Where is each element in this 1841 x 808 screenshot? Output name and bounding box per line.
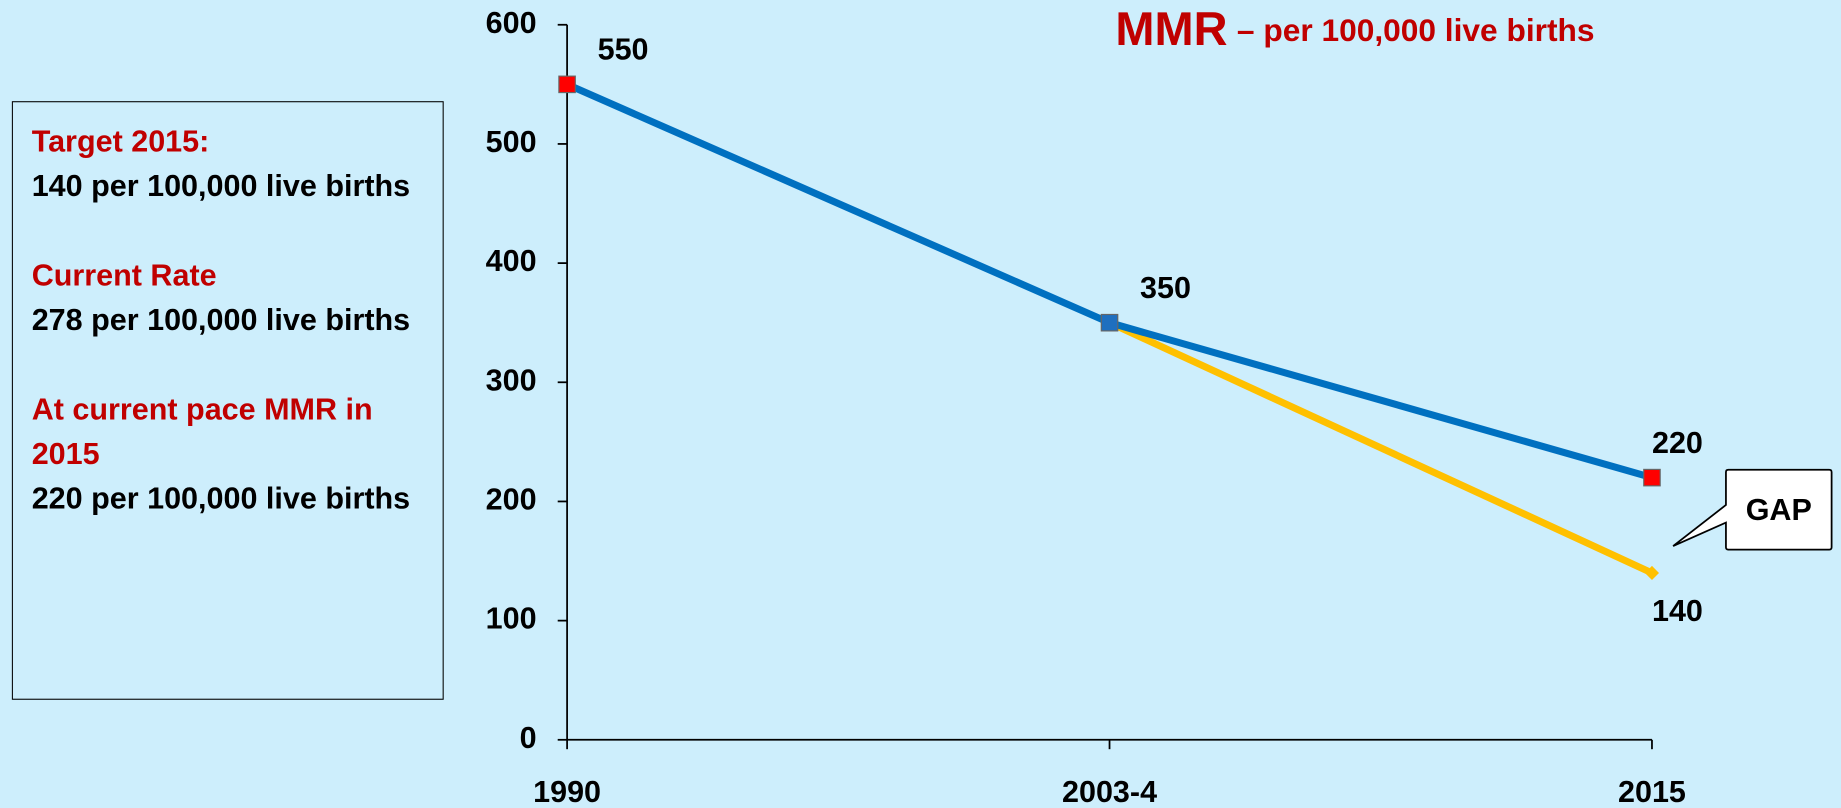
panel-item: Current Rate 278 per 100,000 live births — [32, 253, 424, 342]
panel-text: 220 per 100,000 live births — [31, 480, 411, 516]
gap-callout: GAP — [1672, 468, 1833, 551]
data-label: 350 — [1140, 271, 1191, 305]
subtitle: – per 100,000 live births — [1237, 12, 1595, 48]
y-tick-label: 100 — [486, 602, 537, 636]
y-tick-label: 600 — [486, 6, 537, 40]
y-tick-label: 200 — [486, 483, 537, 517]
panel-heading: Current Rate — [31, 257, 217, 293]
chart-title: MMR – per 100,000 live births — [1115, 2, 1594, 55]
y-tick-label: 0 — [520, 721, 537, 755]
panel-heading: Target 2015: — [31, 123, 210, 159]
data-label: 140 — [1652, 594, 1703, 628]
marker — [558, 75, 576, 94]
panel-box: Target 2015: 140 per 100,000 live births C… — [11, 101, 444, 700]
panel-item: At current pace MMR in 2015 220 per 100,0… — [32, 386, 424, 520]
panel-text: 278 per 100,000 live births — [31, 301, 411, 338]
y-tick-label: 500 — [486, 125, 537, 159]
marker — [1643, 468, 1661, 487]
panel-item: Target 2015: 140 per 100,000 live births — [32, 119, 424, 208]
x-tick-label: 2015 — [1618, 775, 1686, 808]
y-tick-label: 400 — [486, 244, 537, 278]
callout-shape — [1672, 468, 1833, 551]
info-panel: Target 2015: 140 per 100,000 live births C… — [11, 101, 444, 700]
marker — [1644, 565, 1660, 580]
marker — [1100, 313, 1119, 332]
series-line — [1108, 319, 1654, 577]
panel-heading: At current pace MMR in 2015 — [31, 391, 373, 471]
panel-text: 140 per 100,000 live births — [31, 168, 411, 204]
y-tick-label: 300 — [486, 363, 537, 397]
annotation: GAP — [1746, 493, 1812, 527]
x-tick-label: 2003-4 — [1062, 775, 1157, 808]
x-tick-label: 1990 — [533, 775, 601, 808]
data-label: 220 — [1652, 426, 1703, 460]
data-label: 550 — [598, 33, 649, 67]
title: MMR — [1115, 2, 1227, 55]
